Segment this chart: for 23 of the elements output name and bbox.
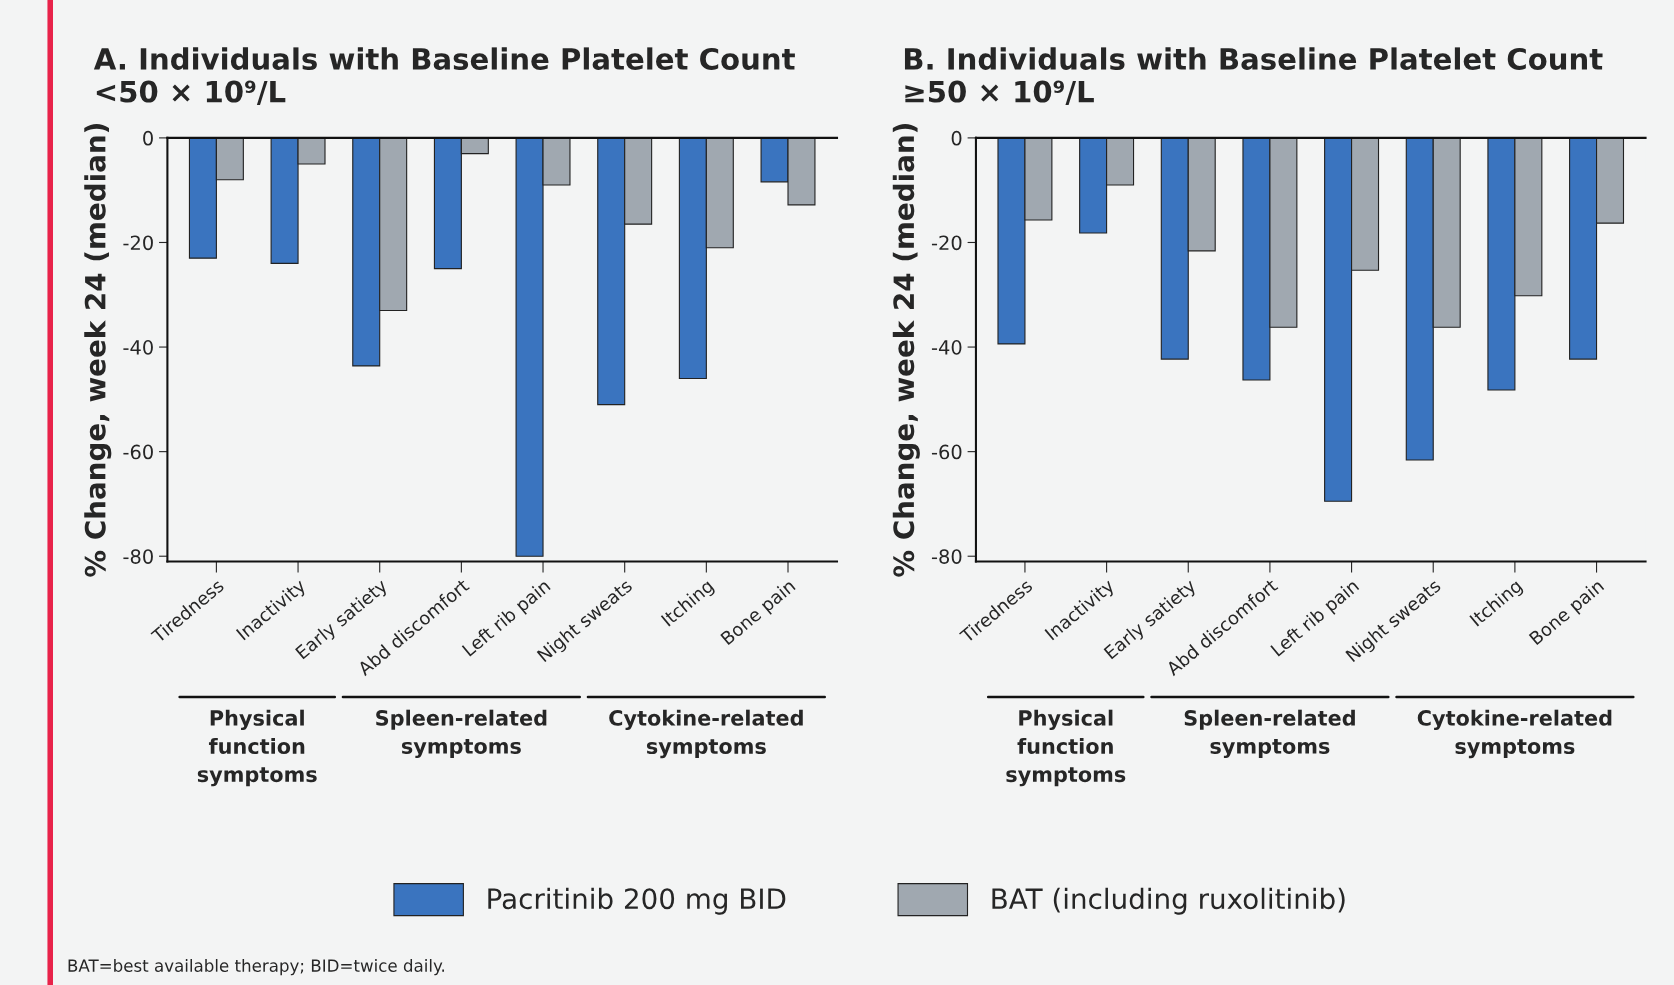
y-tick-label: 0 [143, 130, 153, 146]
chart-title: B. Individuals with Baseline Platelet Count ≥50 × 10⁹/L [904, 47, 1603, 105]
y-tick-label: -80 [931, 549, 962, 564]
y-tick-label: 0 [951, 130, 962, 146]
text: Physical function symptoms [197, 709, 317, 787]
legend-label: Pacritinib 200 mg BID [488, 887, 786, 915]
y-tick-label: -60 [931, 444, 962, 460]
text: Cytokine-related symptoms [1417, 709, 1612, 759]
text: BAT=best available therapy; BID=twice daily. [68, 959, 444, 976]
y-tick-label: -80 [123, 549, 153, 564]
text: Spleen-related symptoms [376, 709, 547, 759]
y-tick-label: -20 [123, 235, 153, 251]
text: Cytokine-related symptoms [609, 709, 803, 759]
y-axis-title: % Change, week 24 (median) [84, 124, 112, 577]
y-tick-label: -60 [123, 444, 153, 460]
y-tick-label: -40 [123, 340, 153, 355]
chart-title: A. Individuals with Baseline Platelet Count <50 × 10⁹/L [93, 47, 795, 105]
legend-label: BAT (including ruxolitinib) [992, 887, 1345, 915]
text: Physical function symptoms [1006, 709, 1126, 787]
y-tick-label: -20 [931, 235, 962, 251]
y-tick-label: -40 [931, 340, 962, 355]
text: Spleen-related symptoms [1184, 709, 1355, 759]
y-axis-title: % Change, week 24 (median) [892, 124, 920, 577]
